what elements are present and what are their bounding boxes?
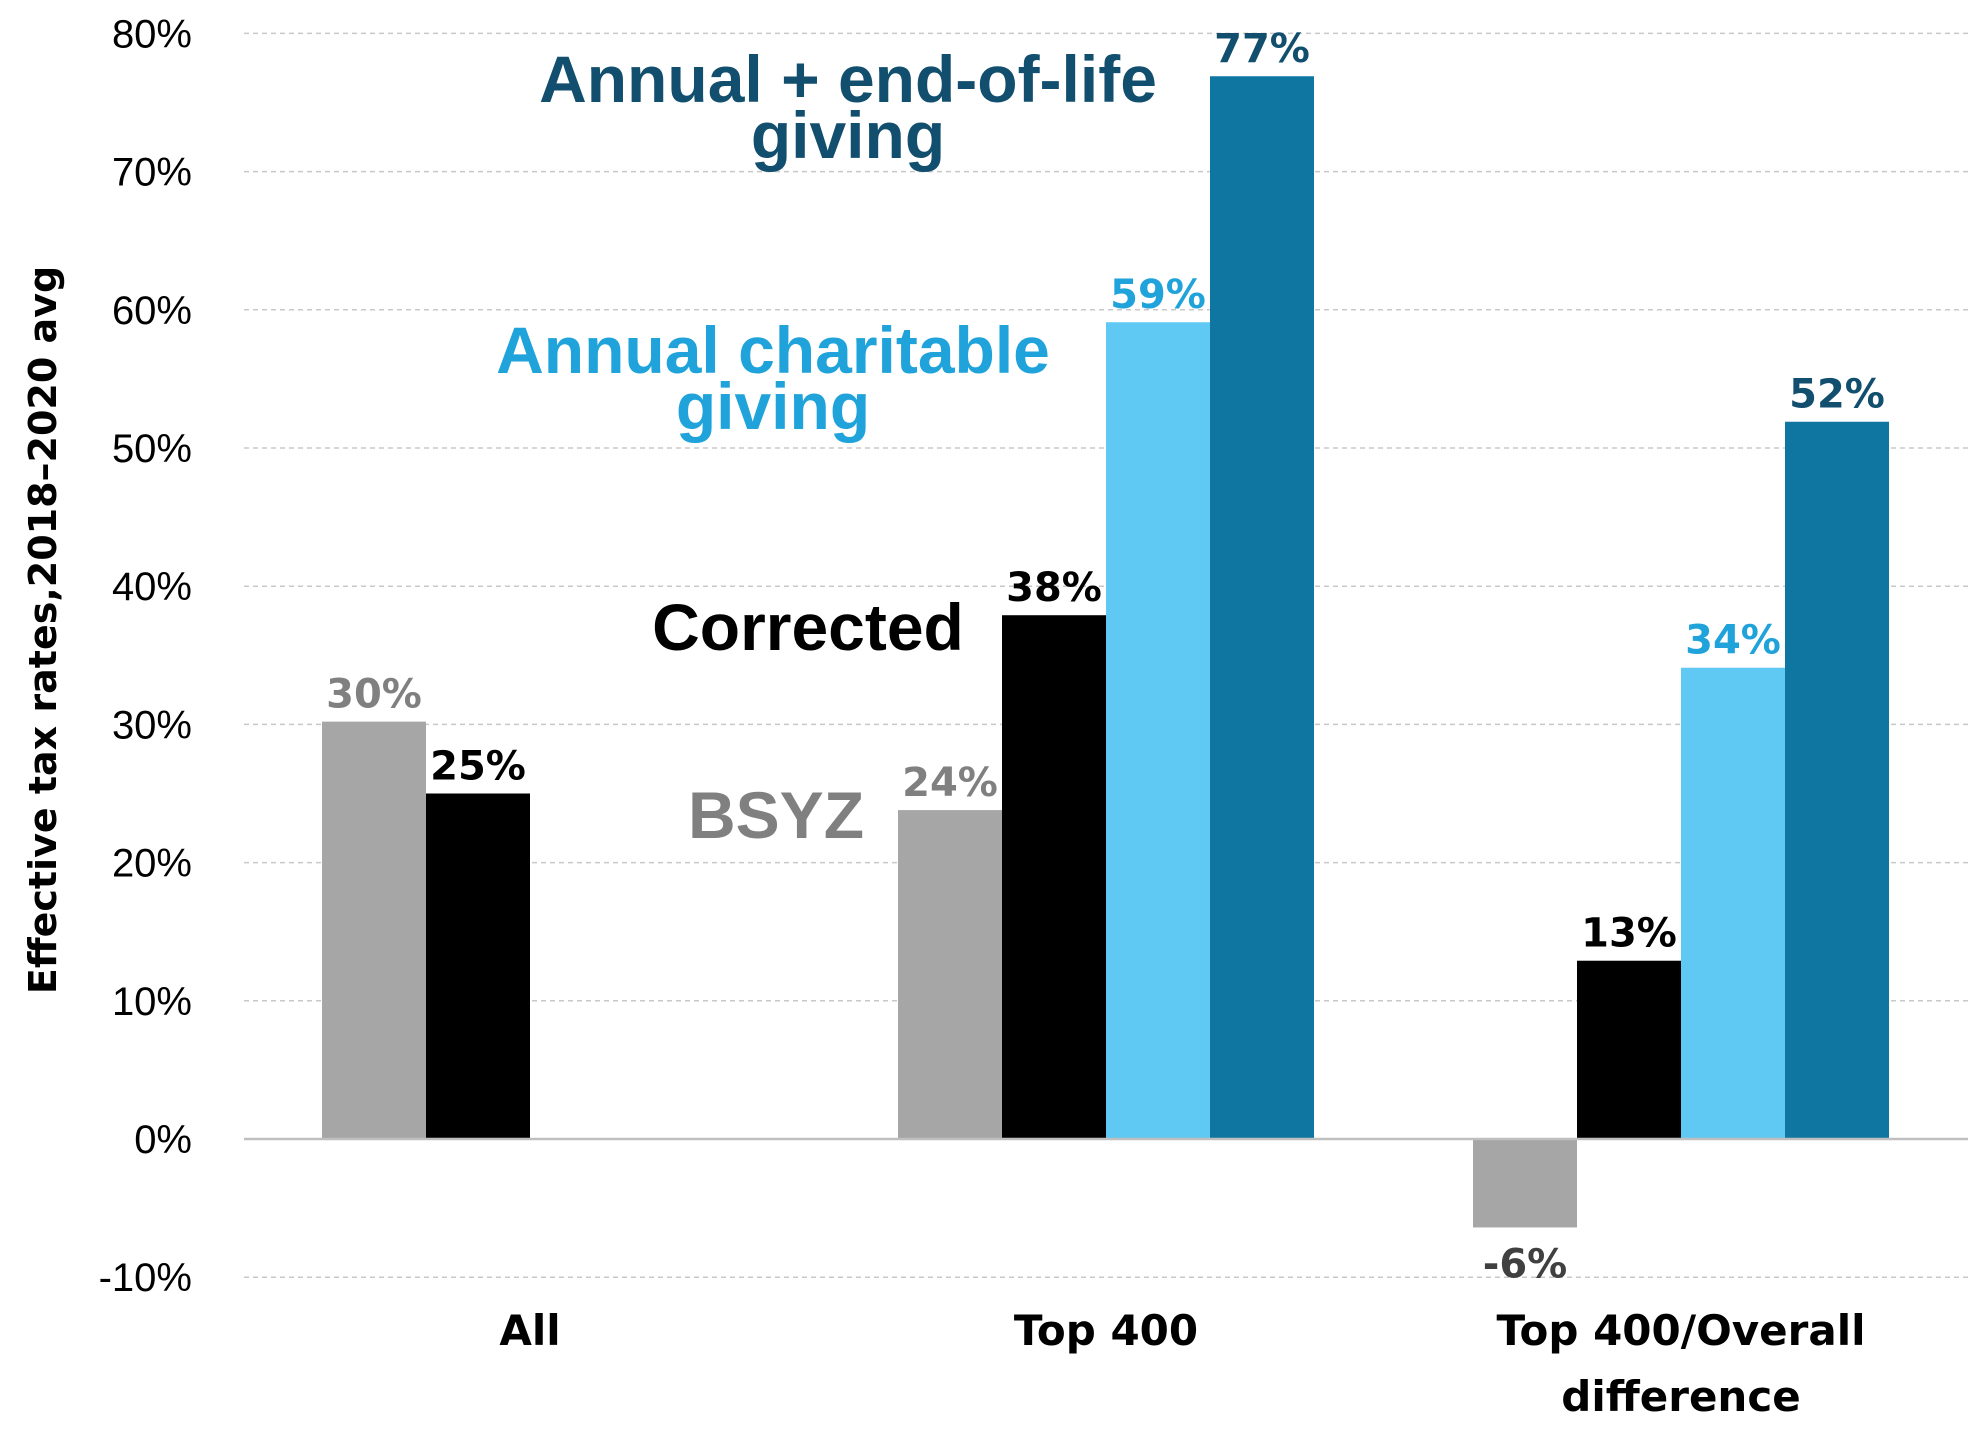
data-label: 13%	[1581, 911, 1677, 957]
y-tick-label: 60%	[112, 289, 192, 333]
y-tick-label: 80%	[112, 12, 192, 56]
bar	[1473, 1139, 1577, 1228]
bar	[1577, 960, 1681, 1139]
bar	[1106, 322, 1210, 1139]
x-category-label: Top 400/Overall difference	[1496, 1306, 1865, 1421]
series-label: Corrected	[652, 590, 964, 664]
data-labels: 30% 24% -6% 25% 38% 13% 59% 34% 77% 52%	[326, 26, 1885, 1287]
series-label: Annual + end-of-life giving	[539, 42, 1157, 172]
y-tick-label: 30%	[112, 703, 192, 747]
x-category-label: All	[499, 1306, 560, 1355]
series-label: BSYZ	[688, 778, 864, 852]
y-axis-label: Effective tax rates,2018–2020 avg	[21, 266, 65, 994]
bars	[322, 76, 1889, 1228]
data-label: 59%	[1110, 272, 1206, 318]
y-axis-ticks: -10% 0% 10% 20% 30% 40% 50% 60% 70% 80%	[99, 12, 192, 1300]
data-label: 52%	[1789, 372, 1885, 418]
bar	[426, 793, 530, 1139]
y-tick-label: 10%	[112, 980, 192, 1024]
series-labels: BSYZ Corrected Annual charitable giving Annu…	[496, 42, 1157, 852]
data-label: 34%	[1685, 618, 1781, 664]
y-tick-label: 20%	[112, 842, 192, 886]
x-category-label: Top 400	[1014, 1306, 1198, 1355]
data-label: 38%	[1006, 565, 1102, 611]
bar	[1785, 421, 1889, 1139]
x-axis-categories: All Top 400 Top 400/Overall difference	[499, 1306, 1865, 1421]
bar	[1002, 615, 1106, 1139]
bar	[1210, 76, 1314, 1140]
y-tick-label: -10%	[99, 1256, 192, 1300]
y-tick-label: 50%	[112, 427, 192, 471]
data-label: 77%	[1214, 26, 1310, 72]
data-label: 25%	[430, 744, 526, 790]
data-label: 30%	[326, 672, 422, 718]
data-label: -6%	[1483, 1241, 1568, 1287]
bar	[322, 721, 426, 1139]
bar	[1681, 667, 1785, 1139]
data-label: 24%	[902, 760, 998, 806]
series-label: Annual charitable giving	[496, 313, 1050, 443]
y-tick-label: 40%	[112, 565, 192, 609]
bar	[898, 810, 1002, 1139]
y-tick-label: 0%	[134, 1118, 192, 1162]
y-tick-label: 70%	[112, 151, 192, 195]
